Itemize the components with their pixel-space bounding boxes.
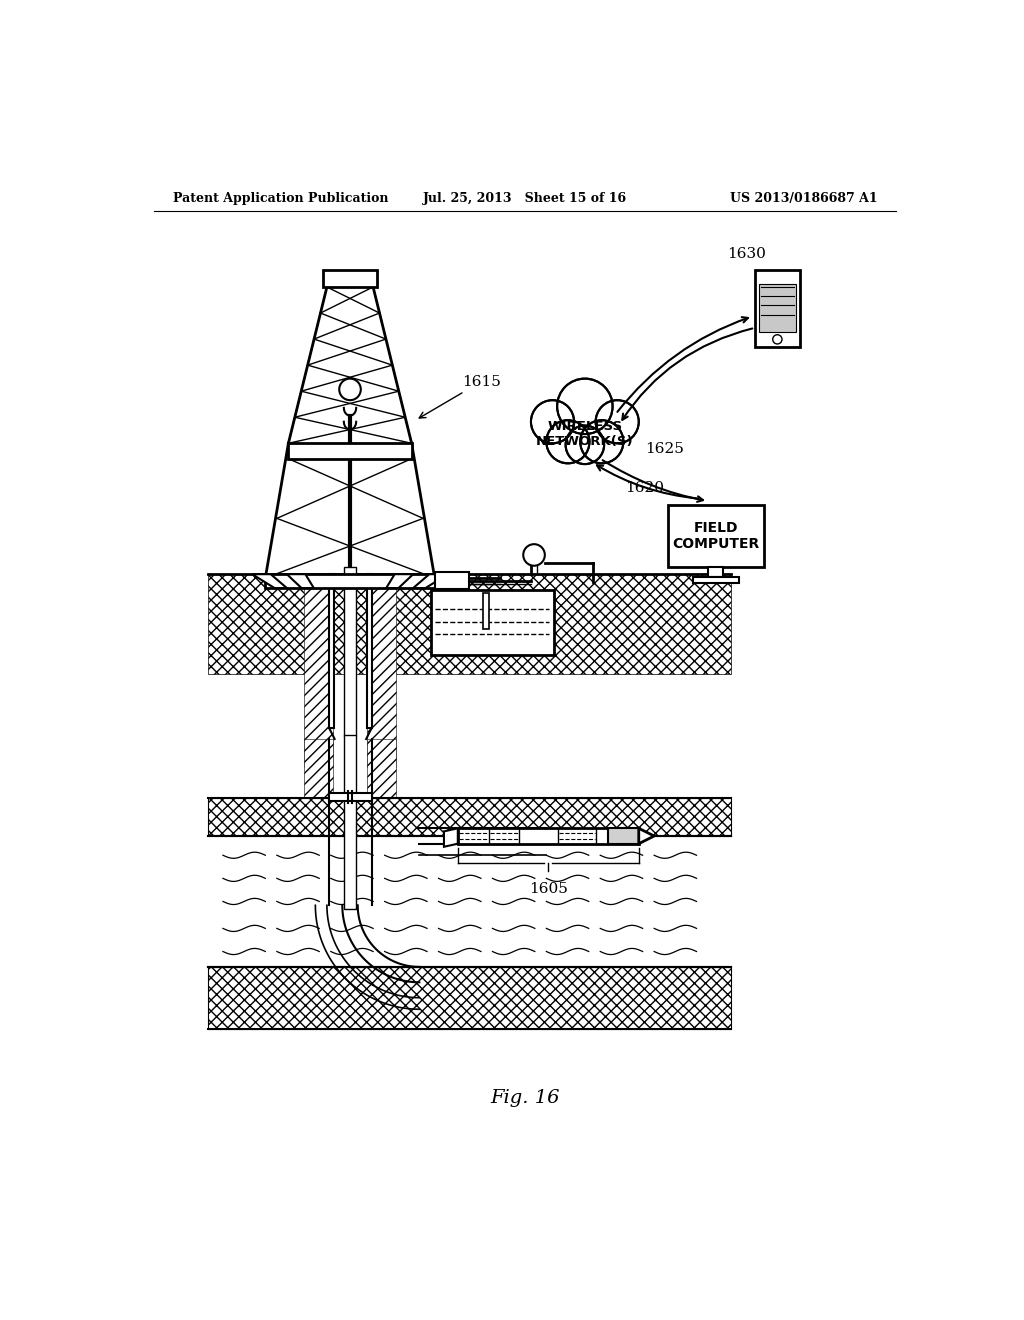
- Polygon shape: [444, 829, 458, 847]
- Bar: [208, 797, 731, 836]
- Bar: [304, 739, 333, 906]
- Bar: [323, 271, 377, 286]
- Bar: [330, 574, 334, 729]
- Text: 1630: 1630: [727, 247, 766, 261]
- Text: 1620: 1620: [626, 480, 665, 495]
- Bar: [208, 966, 731, 1028]
- Circle shape: [547, 420, 590, 463]
- Circle shape: [565, 425, 604, 465]
- Bar: [330, 793, 372, 801]
- Text: FIELD
COMPUTER: FIELD COMPUTER: [672, 520, 760, 550]
- Text: US 2013/0186687 A1: US 2013/0186687 A1: [730, 191, 878, 205]
- Bar: [755, 271, 800, 347]
- Circle shape: [523, 544, 545, 566]
- Polygon shape: [287, 574, 313, 589]
- Bar: [431, 590, 554, 655]
- Bar: [304, 574, 333, 767]
- Circle shape: [557, 379, 612, 434]
- Bar: [367, 739, 396, 906]
- Bar: [692, 577, 739, 582]
- Polygon shape: [252, 574, 287, 589]
- Bar: [344, 566, 356, 737]
- Bar: [208, 574, 731, 675]
- Bar: [668, 506, 764, 566]
- Circle shape: [773, 335, 782, 345]
- Bar: [367, 574, 372, 729]
- Bar: [265, 574, 435, 589]
- Bar: [708, 566, 724, 577]
- Circle shape: [339, 379, 360, 400]
- Circle shape: [581, 420, 624, 463]
- Bar: [289, 444, 412, 459]
- Bar: [483, 594, 489, 630]
- Text: Fig. 16: Fig. 16: [490, 1089, 559, 1106]
- Bar: [608, 829, 639, 843]
- Text: Patent Application Publication: Patent Application Publication: [173, 191, 388, 205]
- Bar: [458, 829, 639, 843]
- Circle shape: [531, 400, 574, 444]
- Polygon shape: [386, 574, 413, 589]
- Bar: [759, 284, 796, 331]
- Circle shape: [596, 400, 639, 444]
- Polygon shape: [413, 574, 447, 589]
- Text: 1605: 1605: [528, 882, 567, 896]
- Polygon shape: [639, 829, 654, 843]
- Text: 1615: 1615: [419, 375, 501, 418]
- Text: Jul. 25, 2013   Sheet 15 of 16: Jul. 25, 2013 Sheet 15 of 16: [423, 191, 627, 205]
- Text: WIRELESS
NETWORK(S): WIRELESS NETWORK(S): [536, 420, 634, 447]
- Bar: [367, 574, 396, 767]
- Bar: [435, 572, 469, 589]
- Text: 1625: 1625: [645, 442, 684, 457]
- Bar: [344, 735, 356, 909]
